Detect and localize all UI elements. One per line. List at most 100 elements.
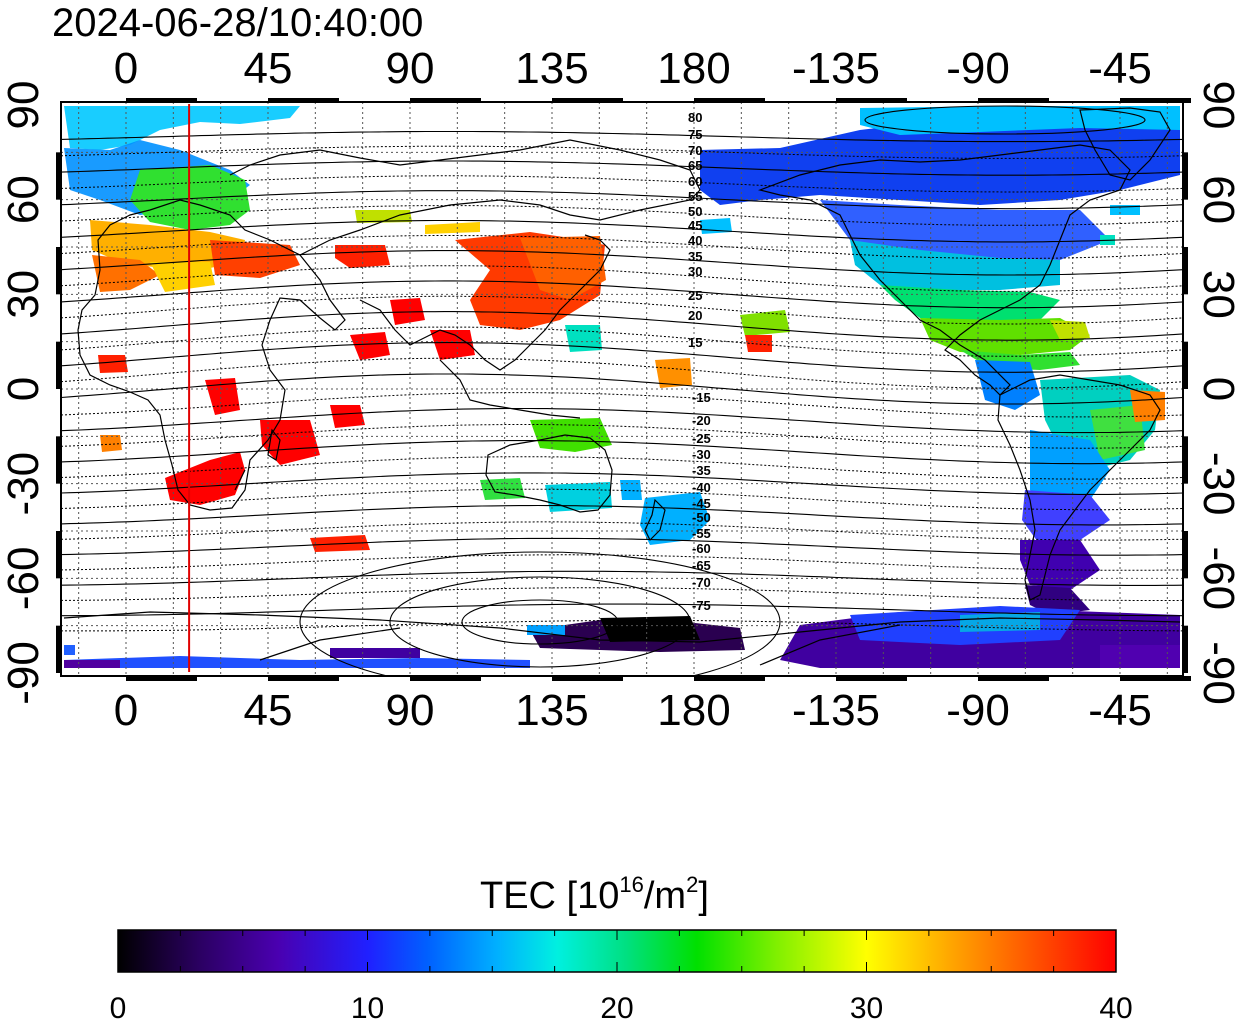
mag-contour <box>61 456 1183 480</box>
frame-tick <box>56 436 61 484</box>
mag-contour <box>61 424 1183 449</box>
frame-tick <box>56 247 61 295</box>
polar-contour <box>461 599 619 645</box>
mag-contour <box>61 250 1183 276</box>
colorbar-tick-label: 30 <box>850 992 883 1021</box>
frame-tick <box>56 625 61 673</box>
x-tick-label-bottom: -45 <box>1088 686 1152 735</box>
x-tick-label-bottom: -135 <box>792 686 880 735</box>
y-tick-label-right: 60 <box>1194 175 1235 224</box>
x-tick-label-top: -90 <box>946 44 1010 93</box>
mag-contour <box>61 587 1183 601</box>
polar-contour <box>389 576 691 668</box>
frame-tick <box>1183 531 1188 579</box>
frame-tick <box>1183 247 1188 295</box>
mag-contour <box>61 537 1183 556</box>
contour-label: 25 <box>688 288 702 303</box>
x-tick-label-top: 180 <box>657 44 730 93</box>
frame-tick <box>56 341 61 389</box>
x-tick-label-top: -45 <box>1088 44 1152 93</box>
mag-contour <box>61 265 1183 292</box>
x-tick-label-bottom: 90 <box>386 686 435 735</box>
mag-contour <box>61 407 1183 434</box>
x-tick-label-top: 135 <box>515 44 588 93</box>
frame-tick <box>1183 341 1188 389</box>
y-tick-label-left: 90 <box>0 81 48 130</box>
mag-contour <box>61 603 1183 617</box>
colorbar-tick-label: 10 <box>351 992 384 1021</box>
coastlines <box>63 107 1181 666</box>
y-tick-label-right: -60 <box>1194 547 1235 611</box>
mag-contour <box>61 619 1183 632</box>
frame-tick <box>56 531 61 579</box>
contour-label: 70 <box>688 143 702 158</box>
contour-label: -35 <box>692 463 711 478</box>
mag-contour <box>61 373 1183 405</box>
frame-tick <box>1183 625 1188 673</box>
polar-contour <box>299 551 781 676</box>
frame-tick <box>268 98 339 103</box>
frame-tick <box>552 676 623 681</box>
y-tick-label-right: -30 <box>1194 452 1235 516</box>
frame-tick <box>694 98 765 103</box>
contour-label: -60 <box>692 541 711 556</box>
contour-label: 60 <box>688 174 702 189</box>
x-tick-label-bottom: 135 <box>515 686 588 735</box>
colorbar-labels: 0 10 20 30 40 <box>110 992 1133 1021</box>
x-tick-label-top: -135 <box>792 44 880 93</box>
mag-contour <box>61 570 1183 586</box>
frame-tick <box>126 98 197 103</box>
y-tick-label-right: 30 <box>1194 270 1235 319</box>
y-tick-label-right: -90 <box>1194 641 1235 705</box>
y-axis-left-labels: 90 60 30 0 -30 -60 -90 <box>0 81 48 705</box>
y-tick-label-left: -30 <box>0 452 48 516</box>
contour-label: -15 <box>692 390 711 405</box>
frame-tick <box>836 98 907 103</box>
contour-label: 15 <box>688 335 702 350</box>
frame-tick <box>836 676 907 681</box>
mag-contour <box>61 554 1183 571</box>
mag-contour <box>61 190 1183 210</box>
y-tick-label-right: 90 <box>1194 81 1235 130</box>
mag-contour <box>61 235 1183 259</box>
mag-contour <box>61 357 1183 389</box>
contour-label: -50 <box>692 510 711 525</box>
mag-contour <box>61 295 1183 325</box>
contour-label: -45 <box>692 496 711 511</box>
contour-label: -20 <box>692 413 711 428</box>
mag-contour <box>61 326 1183 357</box>
frame-tick <box>268 676 339 681</box>
mag-contour <box>61 280 1183 309</box>
contour-label: -25 <box>692 431 711 446</box>
mag-contour <box>61 175 1183 193</box>
contour-label: -55 <box>692 526 711 541</box>
colorbar-title: TEC [1016/m2] <box>480 872 709 917</box>
contour-label: 65 <box>688 158 702 173</box>
mag-contour <box>61 504 1183 526</box>
colorbar-ticks <box>117 930 1117 972</box>
contour-label: -30 <box>692 447 711 462</box>
mag-contour <box>61 521 1183 541</box>
contour-label: -65 <box>692 558 711 573</box>
frame-tick <box>1183 152 1188 200</box>
mag-contour <box>61 472 1183 495</box>
frame-tick <box>978 676 1049 681</box>
contour-label: -75 <box>692 598 711 613</box>
y-tick-label-left: -60 <box>0 547 48 611</box>
mag-contour <box>61 488 1183 511</box>
x-tick-label-top: 0 <box>114 44 138 93</box>
x-tick-label-bottom: 0 <box>114 686 138 735</box>
x-tick-label-top: 90 <box>386 44 435 93</box>
contour-label: 45 <box>688 218 702 233</box>
timestamp-title: 2024-06-28/10:40:00 <box>52 1 423 45</box>
y-tick-label-left: 60 <box>0 175 48 224</box>
frame-tick <box>126 676 197 681</box>
frame-tick <box>410 676 481 681</box>
contour-label: 35 <box>688 249 702 264</box>
mag-contour <box>61 145 1183 159</box>
mag-contour <box>61 219 1183 243</box>
y-tick-label-right: 0 <box>1194 377 1235 401</box>
x-tick-label-bottom: 45 <box>244 686 293 735</box>
